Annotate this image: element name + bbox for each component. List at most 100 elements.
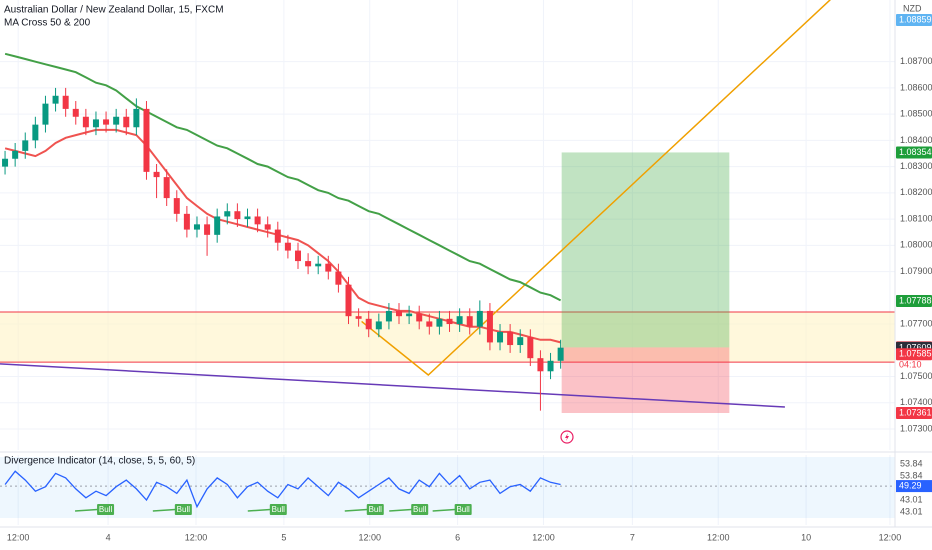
x-tick-label: 4 (106, 532, 111, 542)
candle-body (143, 108, 150, 172)
bull-tag (411, 504, 429, 515)
y-tick-label: 1.07300 (900, 423, 932, 433)
price-tag-label: 1.07788 (899, 295, 932, 305)
oscillator-current-tag (896, 480, 932, 493)
candle-body (103, 119, 110, 125)
x-tick-label: 12:00 (532, 532, 555, 542)
candle-body (32, 124, 39, 141)
candle-body (264, 224, 271, 230)
bull-tag (269, 504, 287, 515)
x-tick-label: 6 (455, 532, 460, 542)
y-tick-label: 1.08200 (900, 187, 932, 197)
candle-body (82, 116, 89, 128)
bull-label: Bull (99, 505, 113, 514)
trend-line (0, 363, 785, 408)
candle-body (294, 250, 301, 262)
candle-body (234, 211, 241, 220)
bull-tag (174, 504, 192, 515)
y-tick-label: 1.08100 (900, 213, 932, 223)
x-tick-label: 12:00 (879, 532, 902, 542)
candle-body (537, 358, 544, 372)
chart-title: Australian Dollar / New Zealand Dollar, … (4, 5, 224, 16)
price-tag-label: 1.07361 (899, 407, 932, 417)
y-tick-label: 1.08600 (900, 82, 932, 92)
alert-icon[interactable] (560, 430, 574, 444)
candle-body (153, 171, 160, 178)
y-tick-label: 1.08000 (900, 240, 932, 250)
y-tick-label: 1.07500 (900, 371, 932, 381)
y-tick-label: 1.07400 (900, 397, 932, 407)
y-tick-label: 1.07900 (900, 266, 932, 276)
candle-body (12, 150, 19, 159)
moving-average (4, 52, 562, 302)
x-tick-label: 7 (630, 532, 635, 542)
price-tag (896, 146, 932, 159)
candle-body (52, 95, 59, 104)
y-tick-label: 1.08700 (900, 56, 932, 66)
candle-body (466, 316, 473, 327)
bull-tag (366, 504, 384, 515)
candle-body (193, 224, 200, 230)
price-tag (896, 13, 932, 26)
bull-tag (97, 504, 115, 515)
candle-body (517, 337, 524, 346)
y-tick-label: 1.08400 (900, 135, 932, 145)
y-tick-label: 1.07700 (900, 318, 932, 328)
currency-label: NZD (903, 3, 922, 13)
candle-body (92, 119, 99, 128)
candle-body (325, 263, 332, 272)
candle-body (224, 211, 231, 217)
candle-body (335, 271, 342, 285)
candle-body (123, 116, 130, 128)
oscillator-line (4, 470, 561, 509)
candle-body (133, 108, 140, 128)
candle-body (204, 224, 211, 235)
y-tick-label: 1.08500 (900, 109, 932, 119)
candle-body (527, 337, 534, 359)
x-tick-label: 12:00 (707, 532, 730, 542)
candle-body (345, 284, 352, 317)
candle-body (315, 263, 322, 267)
candle-body (2, 158, 9, 167)
oscillator-axis-label: 43.01 (900, 494, 923, 504)
candle-body (62, 95, 69, 109)
oscillator-band (0, 457, 895, 518)
candle-body (426, 321, 433, 327)
x-tick-label: 10 (801, 532, 811, 542)
candle-body (72, 108, 79, 117)
bull-label: Bull (456, 505, 470, 514)
x-tick-label: 12:00 (358, 532, 381, 542)
price-tag-label: 1.07585 (899, 349, 932, 359)
bull-label: Bull (272, 505, 286, 514)
price-tag-label: 1.08859 (899, 14, 932, 24)
price-tag-label: 1.07609 (899, 342, 932, 352)
price-tag-label: 1.08354 (899, 147, 932, 157)
price-tag (896, 348, 932, 361)
candle-body (436, 318, 443, 327)
candle-body (22, 140, 29, 151)
oscillator-axis-label: 53.84 (900, 470, 923, 480)
candle-body (183, 213, 190, 230)
candle-body (476, 310, 483, 327)
candle-body (254, 216, 261, 225)
candle-body (385, 310, 392, 322)
candle-body (557, 347, 564, 361)
candle-body (416, 313, 423, 322)
candle-body (486, 310, 493, 343)
candle-body (396, 310, 403, 317)
x-tick-label: 12:00 (185, 532, 208, 542)
price-tag (896, 407, 932, 420)
candle-body (446, 318, 453, 325)
y-tick-label: 1.08300 (900, 161, 932, 171)
bull-label: Bull (413, 505, 427, 514)
candle-body (284, 242, 291, 251)
x-tick-label: 5 (281, 532, 286, 542)
trend-line (361, 0, 831, 376)
candle-body (244, 216, 251, 220)
candle-body (497, 331, 504, 343)
candle-body (274, 229, 281, 243)
